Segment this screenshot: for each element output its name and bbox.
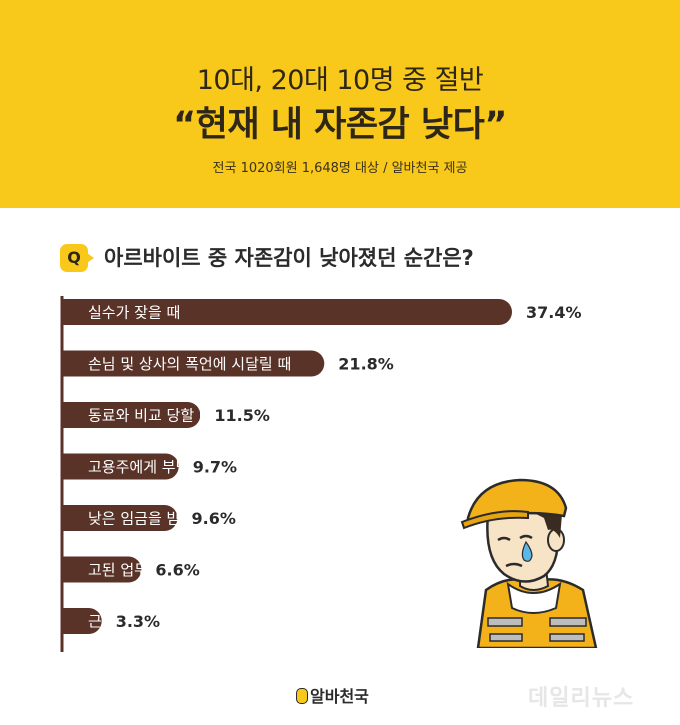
bar-category-label: 실수가 잦을 때: [88, 304, 180, 322]
bar-value-label: 3.3%: [116, 612, 160, 631]
worker-crying-icon: [460, 478, 598, 648]
bar: [62, 402, 201, 428]
bar-category-label: 동료와 비교 당할 때: [88, 407, 213, 425]
bee-icon: [296, 688, 308, 704]
bar-category-label: 고용주에게 부당 대우를 받을 때: [88, 458, 286, 476]
bar: [62, 556, 142, 583]
bar-category-label: 낮은 임금을 받을 때: [88, 510, 213, 528]
brand-logo-text: 알바천국: [310, 687, 369, 706]
bar-value-label: 9.6%: [192, 509, 236, 528]
bar-category-label: 손님 및 상사의 폭언에 시달릴 때: [88, 355, 291, 373]
brand-logo: 알바천국: [296, 683, 369, 707]
bar: [62, 350, 325, 377]
headline-subtitle: 10대, 20대 10명 중 절반: [196, 65, 484, 96]
headline-source: 전국 1020회원 1,648명 대상 / 알바천국 제공: [212, 161, 468, 176]
bar-value-label: 9.7%: [193, 458, 237, 477]
bar-value-label: 21.8%: [338, 355, 394, 374]
bar: [62, 608, 102, 634]
bar-value-label: 11.5%: [214, 406, 270, 425]
bar-category-label: 근로 시간이 과다할 때: [88, 613, 227, 631]
bar-value-label: 37.4%: [526, 303, 582, 322]
bar: [62, 505, 178, 531]
question-text: 아르바이트 중 자존감이 낮아졌던 순간은?: [104, 246, 474, 270]
question-badge: Q: [60, 244, 94, 272]
header-banner: 10대, 20대 10명 중 절반 “현재 내 자존감 낮다” 전국 1020회…: [0, 0, 680, 208]
bar-value-label: 6.6%: [155, 561, 199, 580]
bar-chart: 실수가 잦을 때 37.4% 손님 및 상사의 폭언에 시달릴 때 21.8% 동료와 …: [60, 296, 582, 652]
bar: [62, 299, 512, 325]
watermark: 데일리뉴스: [528, 686, 635, 711]
bar: [62, 453, 179, 480]
headline-title: “현재 내 자존감 낮다”: [173, 105, 507, 145]
bar-category-label: 고된 업무 강도에 시달릴 때: [88, 561, 259, 579]
